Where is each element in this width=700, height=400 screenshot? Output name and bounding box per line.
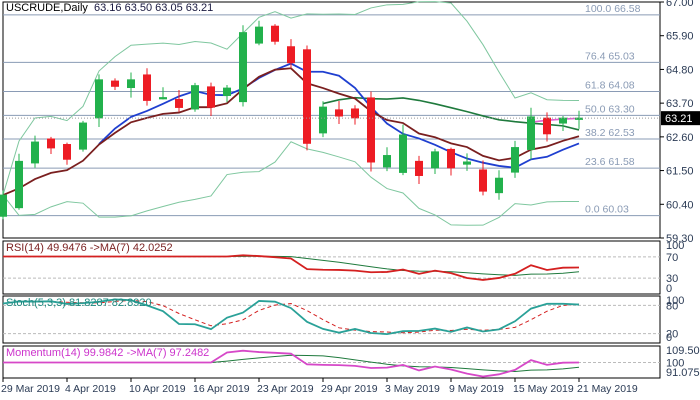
svg-text:23 Apr 2019: 23 Apr 2019 [257, 383, 314, 395]
svg-text:60.40: 60.40 [666, 199, 694, 211]
svg-text:80: 80 [666, 300, 678, 312]
svg-text:29 Mar 2019: 29 Mar 2019 [1, 383, 60, 395]
svg-text:Stoch(5,3,3) 81.8287 82.8920: Stoch(5,3,3) 81.8287 82.8920 [6, 297, 152, 309]
svg-text:0: 0 [666, 283, 672, 295]
svg-text:76.4 65.03: 76.4 65.03 [585, 50, 635, 62]
svg-text:15 May 2019: 15 May 2019 [513, 383, 574, 395]
svg-text:3 May 2019: 3 May 2019 [385, 383, 440, 395]
svg-text:100: 100 [666, 240, 684, 252]
svg-text:RSI(14) 49.9476 ->MA(7) 42.02: RSI(14) 49.9476 ->MA(7) 42.0252 [6, 242, 173, 254]
svg-text:62.60: 62.60 [666, 132, 694, 144]
svg-text:9 May 2019: 9 May 2019 [449, 383, 504, 395]
svg-text:109.507: 109.507 [666, 345, 700, 357]
svg-text:91.0758: 91.0758 [666, 367, 700, 379]
svg-text:63.16 63.50 63.05 63.21: 63.16 63.50 63.05 63.21 [94, 2, 213, 14]
svg-text:67.00: 67.00 [666, 0, 694, 9]
svg-text:USCRUDE,Daily: USCRUDE,Daily [6, 2, 88, 14]
svg-text:21 May 2019: 21 May 2019 [577, 383, 638, 395]
svg-text:50.0 63.30: 50.0 63.30 [585, 103, 635, 115]
svg-text:63.21: 63.21 [665, 113, 693, 125]
svg-text:10 Apr 2019: 10 Apr 2019 [129, 383, 186, 395]
svg-text:63.70: 63.70 [666, 98, 694, 110]
svg-text:61.8 64.08: 61.8 64.08 [585, 80, 635, 92]
svg-text:65.90: 65.90 [666, 31, 694, 43]
svg-text:38.2 62.53: 38.2 62.53 [585, 127, 635, 139]
svg-text:29 Apr 2019: 29 Apr 2019 [321, 383, 378, 395]
svg-text:61.50: 61.50 [666, 166, 694, 178]
svg-text:Momentum(14) 99.9842 ->MA(7): Momentum(14) 99.9842 ->MA(7) 97.2482 [6, 347, 209, 359]
svg-text:16 Apr 2019: 16 Apr 2019 [193, 383, 250, 395]
svg-text:4 Apr 2019: 4 Apr 2019 [65, 383, 116, 395]
svg-text:0: 0 [666, 332, 672, 344]
svg-text:70: 70 [666, 252, 678, 264]
svg-text:0.0 60.03: 0.0 60.03 [585, 204, 629, 216]
svg-text:100.0 66.58: 100.0 66.58 [585, 3, 641, 15]
svg-text:64.80: 64.80 [666, 64, 694, 76]
svg-text:23.6 61.58: 23.6 61.58 [585, 156, 635, 168]
